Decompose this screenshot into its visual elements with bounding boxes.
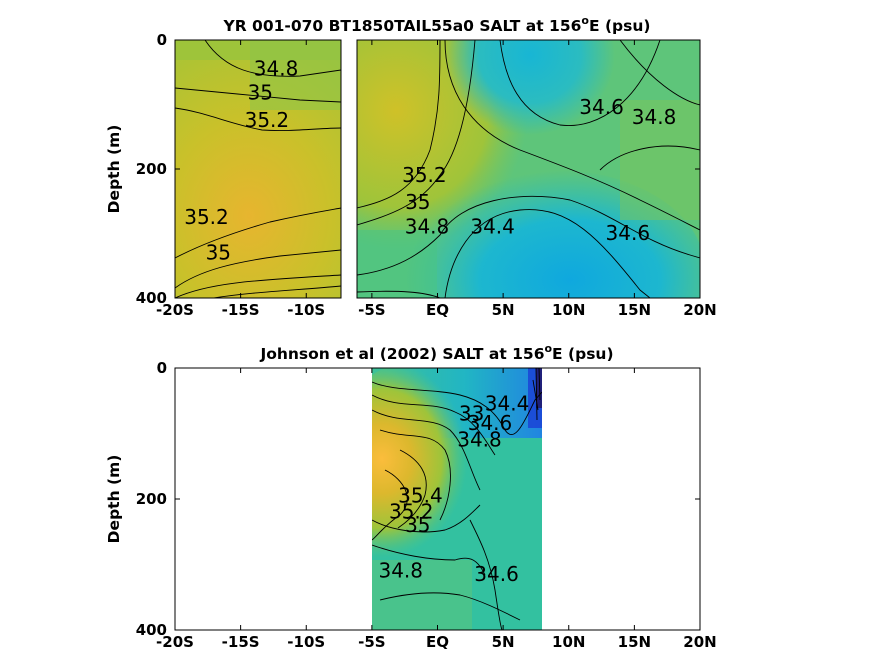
contour-label: 34.8 [632,105,677,129]
x-axis-bottom: -20S -15S -10S -5S EQ 5N 10N 15N 20N [156,368,717,651]
panel-top: YR 001-070 BT1850TAIL55a0 SALT at 156oE … [105,14,717,319]
y-tick-label-bottom: 400 [136,621,167,639]
x-tick-label-bottom: 10N [552,633,585,651]
x-tick-label-bottom: 5N [492,633,515,651]
x-tick-label-top: -15S [222,301,260,319]
contour-label: 33 [459,401,484,425]
x-tick-label-bottom: -20S [156,633,194,651]
y-tick-label-top: 0 [157,31,167,49]
x-tick-label-top: -20S [156,301,194,319]
x-tick-label-bottom: EQ [426,633,449,651]
contour-label: 34.8 [254,56,299,80]
contour-label: 35 [206,240,231,264]
contour-label: 35.2 [245,108,290,132]
contour-label: 34.8 [405,215,450,239]
contour-label: 35.2 [389,500,434,524]
chart-title-top: YR 001-070 BT1850TAIL55a0 SALT at 156oE … [223,14,651,35]
y-tick-label-bottom: 200 [136,490,167,508]
data-gap-top [342,40,356,299]
contour-label: 35.2 [402,163,447,187]
y-axis-label-top: Depth (m) [105,125,123,214]
x-tick-label-top: -5S [358,301,385,319]
contour-label: 34.6 [606,221,651,245]
contour-label: 34.8 [457,428,502,452]
x-tick-label-top: 10N [552,301,585,319]
contour-label: 35.4 [398,483,443,507]
y-axis-top: 0 200 400 [136,31,700,307]
x-tick-label-bottom: -15S [222,633,260,651]
x-tick-label-bottom: -10S [287,633,325,651]
y-axis-bottom: 0 200 400 [136,359,700,639]
contour-label: 34.6 [579,95,624,119]
x-tick-label-top: -10S [287,301,325,319]
contour-label: 34.8 [378,559,423,583]
contour-label: 35 [405,190,430,214]
x-tick-label-top: EQ [426,301,449,319]
salinity-field-bottom [372,368,542,630]
panel-bottom: Johnson et al (2002) SALT at 156oE (psu)… [105,342,717,651]
contour-lines-bottom [372,368,542,630]
x-tick-label-top: 15N [618,301,651,319]
y-tick-label-bottom: 0 [157,359,167,377]
x-tick-label-top: 20N [683,301,716,319]
contour-label: 34.4 [470,215,515,239]
salinity-field-left [175,40,341,298]
contour-label: 34.6 [468,411,513,435]
y-axis-label-bottom: Depth (m) [105,455,123,544]
y-tick-label-top: 400 [136,289,167,307]
x-tick-label-top: 5N [492,301,515,319]
contour-lines-left [175,40,341,298]
contour-label: 35 [405,513,430,537]
chart-title-bottom: Johnson et al (2002) SALT at 156oE (psu) [259,342,613,363]
contour-label: 35.2 [184,205,229,229]
contour-label: 34.4 [485,392,530,416]
contour-lines-right [357,40,700,298]
x-axis-top: -20S -15S -10S -5S EQ 5N 10N 15N 20N [156,40,717,319]
y-tick-label-top: 200 [136,160,167,178]
contour-label: 34.6 [474,562,519,586]
x-tick-label-bottom: -5S [358,633,385,651]
contour-label: 35 [248,80,273,104]
x-tick-label-bottom: 15N [618,633,651,651]
x-tick-label-bottom: 20N [683,633,716,651]
